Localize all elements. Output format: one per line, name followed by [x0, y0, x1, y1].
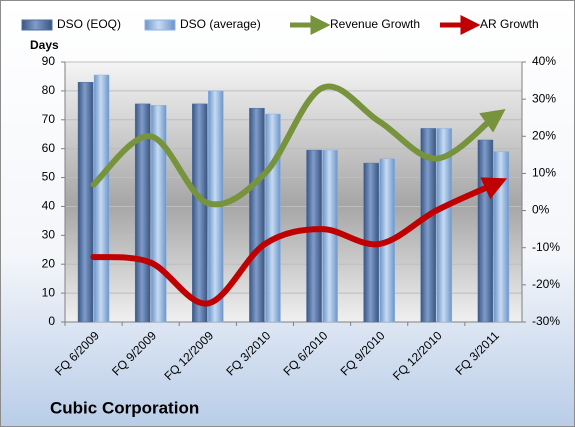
bar — [192, 103, 208, 323]
y-tick-label: 10 — [42, 285, 56, 299]
legend-label: DSO (EOQ) — [57, 17, 121, 31]
y2-tick-label: 20% — [532, 128, 556, 142]
line — [90, 177, 508, 307]
legend-label: DSO (average) — [180, 17, 261, 31]
y-tick-label: 20 — [42, 256, 56, 270]
y-tick-label: 0 — [48, 314, 55, 328]
y2-tick-label: -30% — [532, 314, 560, 328]
y-tick-label: 90 — [42, 54, 56, 68]
bar — [306, 149, 322, 323]
plot-area — [65, 62, 522, 322]
y2-tick-label: 10% — [532, 166, 556, 180]
y-axis-title: Days — [30, 38, 59, 52]
bar — [436, 128, 453, 323]
y2-tick-label: 0% — [532, 203, 550, 217]
legend-label: Revenue Growth — [330, 17, 420, 31]
bar — [322, 149, 338, 323]
bar — [134, 103, 151, 323]
bar — [249, 107, 265, 323]
bar — [477, 139, 494, 323]
y-tick-label: 80 — [42, 83, 56, 97]
bar — [265, 113, 281, 323]
line — [90, 83, 506, 208]
y-tick-label: 50 — [42, 170, 56, 184]
bar — [493, 151, 510, 323]
y-tick-label: 40 — [42, 199, 56, 213]
legend-swatch — [21, 19, 53, 31]
y2-tick-label: -20% — [532, 277, 560, 291]
y2-tick-label: 30% — [532, 91, 556, 105]
legend-swatch — [144, 19, 176, 31]
y2-tick-label: -10% — [532, 240, 560, 254]
bar — [77, 81, 94, 323]
y-tick-label: 70 — [42, 112, 56, 126]
y-tick-label: 60 — [42, 141, 56, 155]
chart-title: Cubic Corporation — [50, 398, 199, 417]
y-tick-label: 30 — [42, 228, 56, 242]
legend-label: AR Growth — [480, 17, 539, 31]
bar — [420, 128, 437, 323]
y2-tick-label: 40% — [532, 54, 556, 68]
bar — [93, 74, 110, 323]
